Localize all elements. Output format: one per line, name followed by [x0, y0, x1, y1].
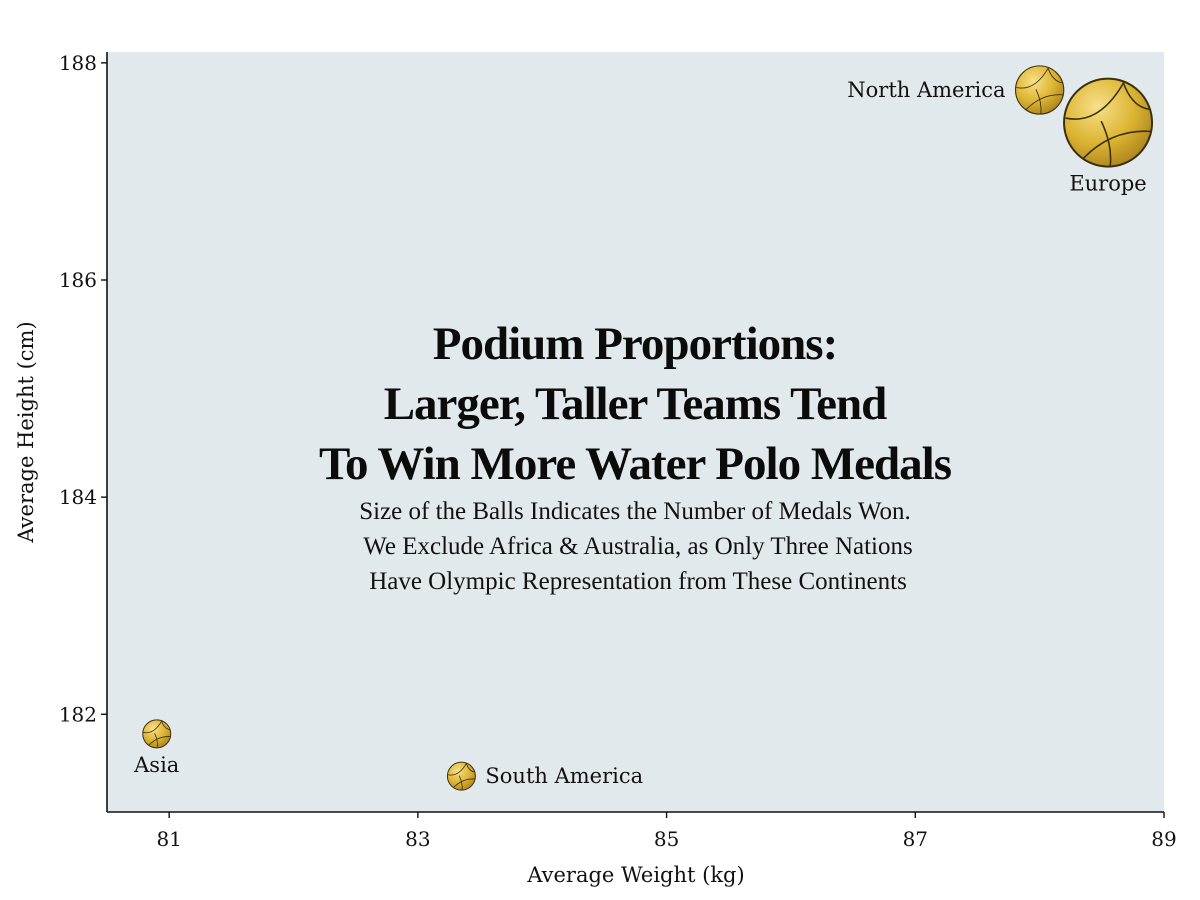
- ball-seam: [447, 763, 467, 776]
- ball-seam: [143, 720, 163, 734]
- y-axis-ticks: 182 184 186 188: [59, 51, 107, 726]
- ball-seam: [465, 763, 476, 773]
- data-point: Europe: [1063, 77, 1154, 196]
- x-tick-label: 87: [903, 827, 928, 851]
- ball-seam: [154, 733, 158, 748]
- ball-marker: [142, 719, 172, 749]
- point-label: South America: [485, 764, 643, 788]
- y-tick-label: 186: [59, 268, 97, 292]
- subtitle-line-1: Size of the Balls Indicates the Number o…: [359, 498, 911, 525]
- ball-seam: [148, 736, 171, 746]
- ball-seam: [453, 778, 476, 788]
- ball-seam: [1025, 94, 1063, 110]
- x-tick-label: 81: [156, 827, 181, 851]
- point-label: Europe: [1069, 172, 1146, 196]
- point-label: Asia: [133, 753, 179, 777]
- ball-seam: [1016, 67, 1049, 89]
- x-tick-label: 89: [1151, 827, 1176, 851]
- ball-seam: [1047, 67, 1063, 84]
- ball-seam: [458, 775, 463, 791]
- x-axis-label: Average Weight (kg): [526, 863, 744, 887]
- subtitle-line-2: We Exclude Africa & Australia, as Only T…: [363, 533, 912, 560]
- data-point: Asia: [133, 719, 179, 777]
- data-points: North America Europe Asia South America: [133, 65, 1154, 791]
- chart-subtitle: Size of the Balls Indicates the Number o…: [359, 498, 913, 595]
- ball-seam: [1065, 82, 1125, 120]
- title-line-1: Podium Proportions:: [433, 318, 837, 370]
- ball-seam: [1100, 120, 1112, 167]
- subtitle-line-3: Have Olympic Representation from These C…: [369, 568, 907, 595]
- ball-marker: [1063, 77, 1154, 168]
- x-tick-label: 85: [654, 827, 679, 851]
- title-line-2: Larger, Taller Teams Tend: [384, 378, 887, 430]
- title-line-3: To Win More Water Polo Medals: [319, 438, 952, 490]
- chart-title: Podium Proportions: Larger, Taller Teams…: [319, 318, 953, 490]
- ball-seam: [1122, 82, 1151, 111]
- x-axis-ticks: 81 83 85 87 89: [156, 812, 1177, 851]
- y-tick-label: 182: [59, 702, 97, 726]
- ball-seam: [161, 720, 171, 731]
- data-point: North America: [847, 65, 1065, 115]
- y-axis-label: Average Height (cm): [14, 321, 38, 543]
- x-tick-label: 83: [405, 827, 430, 851]
- plot-area: [107, 52, 1164, 812]
- ball-marker: [446, 761, 476, 791]
- data-point: South America: [446, 761, 643, 791]
- ball-seam: [1035, 89, 1042, 115]
- y-tick-label: 184: [59, 485, 97, 509]
- ball-seam: [1083, 130, 1151, 159]
- point-label: North America: [847, 78, 1005, 102]
- ball-marker: [1014, 65, 1065, 115]
- y-tick-label: 188: [59, 51, 97, 75]
